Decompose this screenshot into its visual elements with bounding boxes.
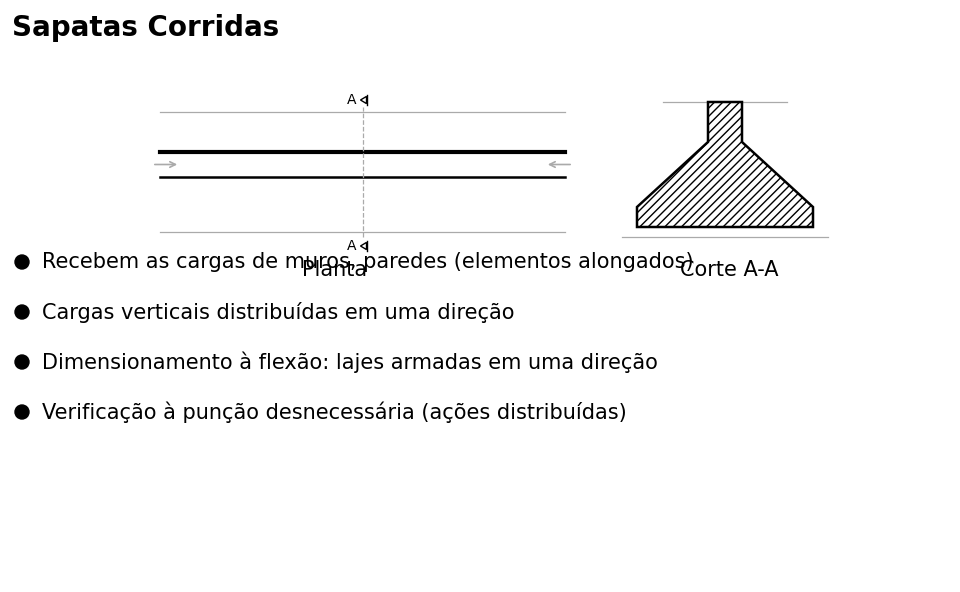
Text: Corte A-A: Corte A-A bbox=[680, 260, 779, 280]
Text: Recebem as cargas de muros, paredes (elementos alongados): Recebem as cargas de muros, paredes (ele… bbox=[42, 252, 694, 272]
Text: Cargas verticais distribuídas em uma direção: Cargas verticais distribuídas em uma dir… bbox=[42, 301, 515, 323]
Text: Planta: Planta bbox=[302, 260, 368, 280]
Text: A: A bbox=[347, 239, 356, 253]
Text: Sapatas Corridas: Sapatas Corridas bbox=[12, 14, 279, 42]
Circle shape bbox=[15, 305, 29, 319]
Circle shape bbox=[15, 255, 29, 269]
Text: A: A bbox=[347, 93, 356, 107]
Text: Verificação à punção desnecessária (ações distribuídas): Verificação à punção desnecessária (açõe… bbox=[42, 401, 627, 423]
Polygon shape bbox=[637, 102, 813, 227]
Circle shape bbox=[15, 405, 29, 419]
Text: Dimensionamento à flexão: lajes armadas em uma direção: Dimensionamento à flexão: lajes armadas … bbox=[42, 351, 658, 373]
Circle shape bbox=[15, 355, 29, 369]
